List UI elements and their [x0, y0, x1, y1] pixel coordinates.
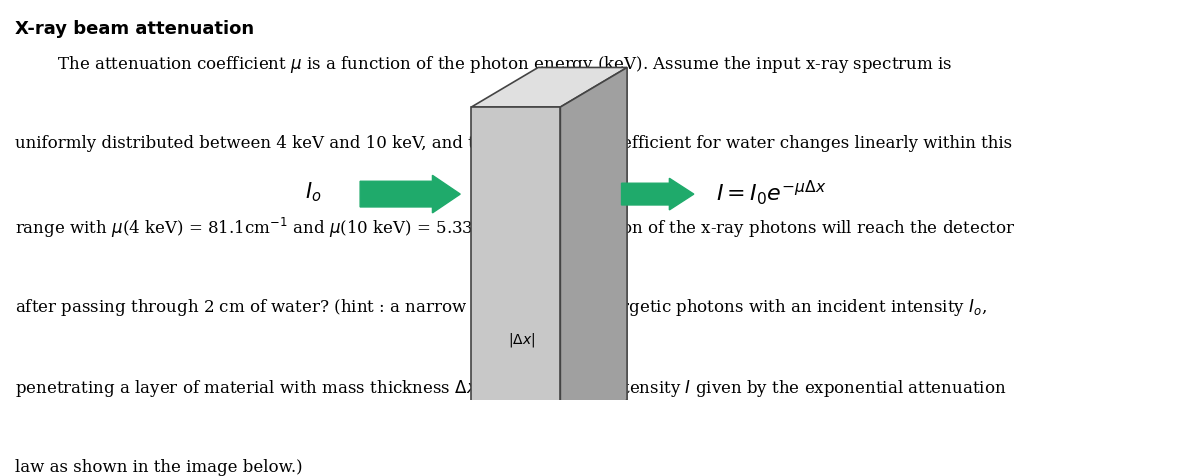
FancyArrow shape	[360, 175, 461, 213]
Polygon shape	[472, 68, 628, 107]
Text: after passing through 2 cm of water? (hint : a narrow beam of monoenergetic phot: after passing through 2 cm of water? (hi…	[16, 297, 988, 318]
Text: X-ray beam attenuation: X-ray beam attenuation	[16, 20, 254, 38]
Text: uniformly distributed between 4 keV and 10 keV, and the attenuation coefficient : uniformly distributed between 4 keV and …	[16, 135, 1013, 152]
Text: $I_o$: $I_o$	[305, 180, 322, 204]
Text: penetrating a layer of material with mass thickness $\Delta x$, emerges with int: penetrating a layer of material with mas…	[16, 378, 1007, 399]
Text: range with $\mu$(4 keV) = 81.1cm$^{-1}$ and $\mu$(10 keV) = 5.33cm$^{-1}$. What : range with $\mu$(4 keV) = 81.1cm$^{-1}$ …	[16, 216, 1015, 240]
Polygon shape	[560, 68, 628, 439]
Text: The attenuation coefficient $\mu$ is a function of the photon energy (keV). Assu: The attenuation coefficient $\mu$ is a f…	[16, 54, 953, 75]
Polygon shape	[472, 107, 560, 439]
FancyArrow shape	[622, 178, 694, 210]
Text: $I = I_0 e^{-\mu\Delta x}$: $I = I_0 e^{-\mu\Delta x}$	[716, 178, 827, 207]
Text: law as shown in the image below.): law as shown in the image below.)	[16, 459, 302, 476]
Text: $|\Delta x|$: $|\Delta x|$	[508, 331, 535, 348]
